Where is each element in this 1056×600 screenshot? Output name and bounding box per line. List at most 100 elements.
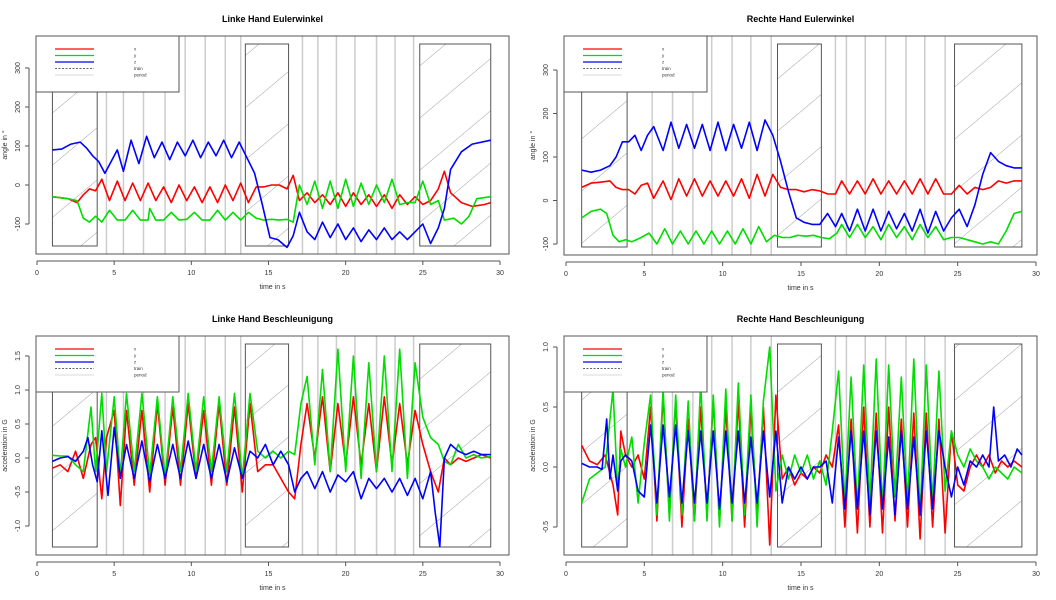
legend-label: x: [662, 347, 665, 352]
chart-title: Rechte Hand Eulerwinkel: [747, 14, 855, 24]
x-tick-label: 25: [954, 271, 962, 278]
x-tick-label: 0: [35, 270, 39, 277]
x-tick-label: 10: [719, 571, 727, 578]
legend-label: z: [662, 360, 665, 365]
legend-box: [35, 335, 180, 393]
plot-frame: [35, 35, 510, 255]
x-axis: 0 5 10 15 20 25 30 time in s: [564, 561, 1040, 592]
x-axis-label: time in s: [787, 285, 814, 292]
legend-label: y: [662, 53, 665, 58]
x-axis-label: time in s: [259, 284, 286, 291]
x-tick-label: 30: [496, 270, 504, 277]
legend-box: [35, 35, 180, 93]
legend-box: [563, 35, 708, 93]
x-tick-label: 30: [1032, 271, 1040, 278]
x-tick-label: 10: [187, 571, 195, 578]
y-tick-label: -0.5: [15, 486, 22, 498]
y-tick-label: -100: [543, 237, 550, 251]
y-tick-label: 1.5: [15, 351, 22, 361]
legend-label: period: [134, 73, 147, 78]
x-tick-label: 10: [719, 271, 727, 278]
series-line-z: [52, 135, 491, 249]
series-line-x: [52, 395, 491, 507]
y-tick-label: 100: [543, 151, 550, 163]
x-tick-label: 25: [419, 270, 427, 277]
y-tick-label: 0.0: [543, 462, 550, 472]
x-tick-label: 30: [1032, 571, 1040, 578]
x-tick-label: 15: [265, 571, 273, 578]
x-axis-label: time in s: [259, 585, 286, 592]
y-tick-label: 200: [543, 108, 550, 120]
plot-area: [580, 336, 1023, 555]
y-tick-label: -1.0: [15, 520, 22, 532]
legend-label: z: [134, 360, 137, 365]
y-tick-label: 0: [543, 198, 550, 202]
x-axis: 0 5 10 15 20 25 30 time in s: [35, 561, 504, 592]
plot-frame: [563, 35, 1038, 256]
legend-label: period: [134, 373, 147, 378]
y-tick-label: -0.5: [543, 521, 550, 533]
x-tick-label: 0: [564, 271, 568, 278]
y-tick-label: 300: [543, 64, 550, 76]
y-axis: -100 0 100 200 300 angle in °: [1, 62, 30, 231]
train-interval: [954, 43, 1023, 248]
legend-box: [563, 335, 708, 393]
x-tick-label: 5: [642, 571, 646, 578]
x-tick-label: 30: [496, 571, 504, 578]
plot-frame: [563, 335, 1038, 556]
legend-label: period: [662, 73, 675, 78]
x-tick-label: 20: [342, 270, 350, 277]
train-interval: [777, 43, 822, 248]
x-axis: 0 5 10 15 20 25 30 time in s: [564, 261, 1040, 292]
x-tick-label: 10: [187, 270, 195, 277]
y-axis-label: acceleration in G: [2, 419, 9, 472]
legend-label: x: [134, 47, 137, 52]
legend-label: x: [134, 347, 137, 352]
series-line-x: [52, 170, 491, 210]
y-tick-label: 1.0: [543, 342, 550, 352]
y-axis: -100 0 100 200 300 angle in °: [529, 64, 558, 251]
y-tick-label: 0.5: [543, 402, 550, 412]
x-tick-label: 15: [797, 271, 805, 278]
y-tick-label: 0: [15, 183, 22, 187]
y-axis-label: angle in °: [1, 130, 9, 159]
x-tick-label: 25: [954, 571, 962, 578]
x-tick-label: 5: [112, 571, 116, 578]
legend-label: z: [662, 60, 665, 65]
x-tick-label: 20: [342, 571, 350, 578]
train-interval: [244, 343, 290, 548]
chart-title: Rechte Hand Beschleunigung: [737, 314, 865, 324]
legend-label: y: [662, 353, 665, 358]
legend-label: y: [134, 53, 137, 58]
train-interval: [954, 343, 1023, 548]
series-line-x: [581, 173, 1022, 201]
y-tick-label: 100: [15, 140, 22, 152]
plot-frame: [35, 335, 510, 556]
x-axis-label: time in s: [787, 585, 814, 592]
y-tick-label: 1.0: [15, 385, 22, 395]
legend-label: train: [662, 366, 671, 371]
x-tick-label: 5: [642, 271, 646, 278]
x-tick-label: 5: [112, 270, 116, 277]
plot-area: [51, 36, 492, 254]
y-axis: -1.0 -0.5 0.0 0.5 1.0 1.5 acceleration in G: [2, 351, 30, 532]
train-interval: [419, 43, 492, 247]
x-tick-label: 15: [797, 571, 805, 578]
chart-title: Linke Hand Beschleunigung: [212, 314, 333, 324]
chart-title: Linke Hand Eulerwinkel: [222, 14, 323, 24]
legend-label: z: [134, 60, 137, 65]
legend-label: x: [662, 47, 665, 52]
x-tick-label: 15: [265, 270, 273, 277]
y-tick-label: 0.5: [15, 419, 22, 429]
y-axis-label: angle in °: [529, 131, 537, 160]
x-axis: 0 5 10 15 20 25 30 time in s: [35, 260, 504, 291]
y-tick-label: 300: [15, 62, 22, 74]
